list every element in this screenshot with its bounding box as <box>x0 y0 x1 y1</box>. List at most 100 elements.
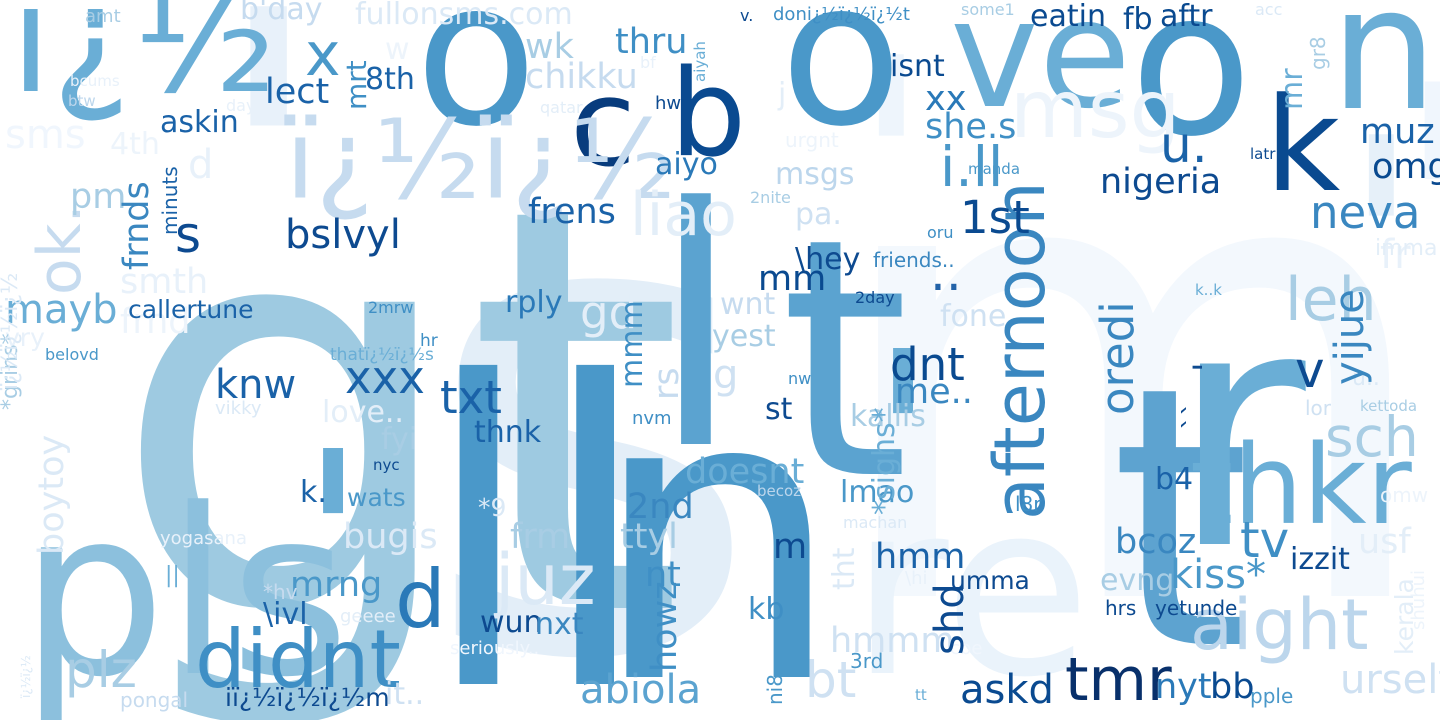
word: thru <box>615 22 688 62</box>
word: pls <box>20 461 350 720</box>
word: \hi <box>905 568 928 589</box>
word: *9 <box>478 493 507 522</box>
word: ï¿½ï¿½ï¿½ <box>0 272 23 390</box>
word: re <box>850 450 1092 720</box>
word: doni¿½ï¿½ï¿½t <box>773 4 910 25</box>
word: seriously.. <box>450 638 540 659</box>
word: bf <box>640 53 656 72</box>
word: n <box>1330 0 1438 149</box>
word: nt <box>645 555 681 595</box>
word: becoz <box>757 482 802 500</box>
word: mrt <box>340 60 373 110</box>
word: aiyo <box>655 147 718 182</box>
word: *sighs* <box>867 407 902 515</box>
word: pongal <box>120 688 189 712</box>
word: qatar <box>540 98 583 117</box>
word: urgnt <box>785 128 839 152</box>
word: wun <box>480 605 543 640</box>
word: v. <box>740 6 754 25</box>
word: ' <box>208 0 329 431</box>
word: bb <box>1210 667 1255 707</box>
word: liao <box>630 180 737 250</box>
word: k..k <box>1195 281 1222 299</box>
word: leh <box>1285 265 1377 335</box>
word: latr <box>1250 145 1276 163</box>
word: eatin <box>1030 0 1106 34</box>
word: st <box>765 392 793 427</box>
word: rs <box>647 367 687 400</box>
word: .. <box>930 244 962 302</box>
word: nvm <box>632 408 672 429</box>
word: || <box>165 563 180 588</box>
word: 4th <box>110 127 160 162</box>
word: thatï¿½ï¿½s <box>330 345 434 365</box>
word: ' <box>850 0 933 344</box>
word: abiola <box>580 667 702 713</box>
word: tht <box>827 547 862 590</box>
word: wnt <box>720 287 776 322</box>
word: txt <box>440 371 502 424</box>
word: u. <box>1160 116 1208 174</box>
word: mayb <box>5 287 118 333</box>
word: omg <box>1372 147 1440 187</box>
word: j <box>778 77 787 112</box>
word: kallis <box>850 399 926 434</box>
word: r <box>1170 238 1306 622</box>
word: tmr <box>1065 645 1172 715</box>
word: knw <box>215 362 297 408</box>
word: 2nite <box>750 188 791 207</box>
word: ' <box>300 400 366 680</box>
word: minuts <box>158 166 182 235</box>
word: evng <box>1100 563 1175 598</box>
word: bslvyl <box>285 212 401 258</box>
word: omw <box>1380 483 1429 507</box>
word: k <box>1265 69 1341 221</box>
word: plz <box>65 641 137 699</box>
word: bt <box>805 651 857 709</box>
word: nxt <box>535 607 584 642</box>
word: geeee <box>340 606 396 627</box>
word: `` <box>1177 402 1210 430</box>
word: mm <box>758 259 827 299</box>
word: 2nd <box>627 487 694 527</box>
word: k. <box>300 475 327 510</box>
word: it.. <box>385 677 425 712</box>
word: yest <box>712 319 776 354</box>
word: nyt <box>1155 667 1212 707</box>
word: frm <box>510 517 571 557</box>
word: muz <box>1360 112 1435 152</box>
word: machan <box>843 513 908 532</box>
word: kb <box>748 592 785 627</box>
word: manda <box>968 160 1021 178</box>
word: ï¿½ï¿½ <box>285 96 677 224</box>
word: yetunde <box>1155 596 1238 620</box>
word: some1 <box>961 0 1015 19</box>
word: ' <box>870 300 936 580</box>
word: 3rd <box>850 649 884 673</box>
word: ll <box>420 295 654 720</box>
word: lmao <box>840 475 915 510</box>
word: pm <box>70 177 127 217</box>
word: ' <box>580 0 644 153</box>
word: belovd <box>45 345 99 364</box>
word: vry <box>5 323 45 352</box>
word: l <box>650 138 742 522</box>
word: love.. <box>322 395 404 430</box>
word: pple <box>1250 684 1294 708</box>
word: ï¿½ <box>10 0 277 127</box>
word: friends.. <box>873 248 955 272</box>
word: m <box>773 527 808 567</box>
word: me.. <box>895 372 973 412</box>
word: ' <box>1390 40 1440 400</box>
word: 2mrw <box>368 298 414 317</box>
word: c <box>570 55 636 194</box>
word: lect <box>265 72 330 112</box>
word: b <box>670 45 747 184</box>
word: b'day <box>240 0 323 27</box>
word: callertune <box>128 295 254 324</box>
word: *hv <box>263 580 298 604</box>
word: doesnt <box>685 452 805 492</box>
word: t <box>780 168 910 552</box>
word: ' <box>710 0 774 153</box>
word: fyi <box>381 422 418 457</box>
